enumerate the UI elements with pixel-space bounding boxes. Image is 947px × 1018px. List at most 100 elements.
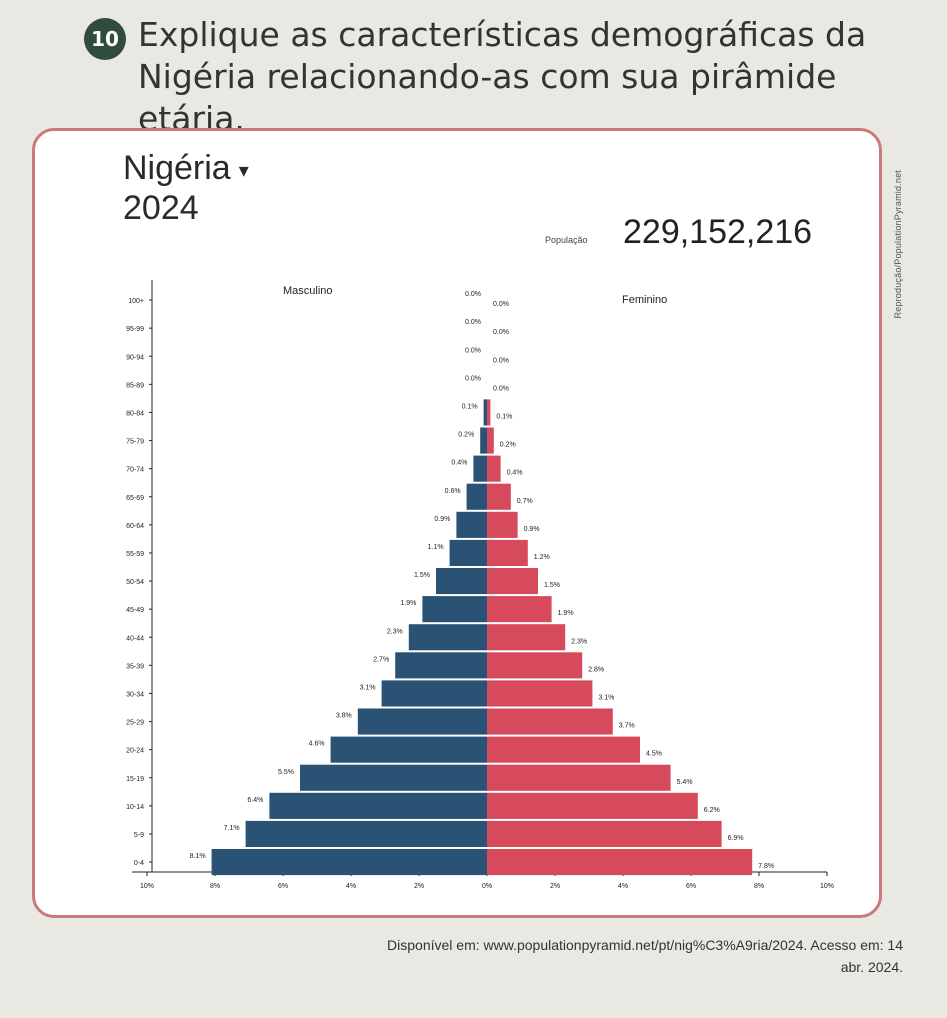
x-tick-label: 4% xyxy=(346,883,356,890)
female-bar xyxy=(487,624,566,651)
age-group-label: 30-34 xyxy=(126,691,144,698)
male-bar xyxy=(473,455,487,482)
female-value-label: 6.2% xyxy=(704,807,720,814)
female-bar xyxy=(487,596,552,623)
age-group-label: 50-54 xyxy=(126,579,144,586)
male-bar xyxy=(381,680,487,707)
female-value-label: 1.9% xyxy=(558,610,574,617)
x-tick-label: 0% xyxy=(482,883,492,890)
caret-down-icon[interactable]: ▾ xyxy=(238,159,249,182)
male-value-label: 7.1% xyxy=(224,825,240,832)
female-bar xyxy=(487,708,613,735)
male-value-label: 1.5% xyxy=(414,572,430,579)
female-value-label: 0.7% xyxy=(517,498,533,505)
male-bar xyxy=(408,624,487,651)
x-tick-label: 8% xyxy=(210,883,220,890)
female-bar xyxy=(487,399,491,426)
male-value-label: 2.3% xyxy=(387,628,403,635)
population-value: 229,152,216 xyxy=(623,213,813,251)
male-bar xyxy=(330,736,487,763)
age-group-label: 90-94 xyxy=(126,354,144,361)
male-value-label: 0.4% xyxy=(451,460,467,467)
female-value-label: 0.0% xyxy=(493,329,509,336)
female-bar xyxy=(487,652,583,679)
x-tick-label: 6% xyxy=(686,883,696,890)
male-bar xyxy=(466,483,487,510)
male-value-label: 3.1% xyxy=(360,684,376,691)
male-value-label: 2.7% xyxy=(373,656,389,663)
age-group-label: 75-79 xyxy=(126,439,144,446)
female-value-label: 2.8% xyxy=(588,666,604,673)
female-bar xyxy=(487,680,593,707)
male-value-label: 1.1% xyxy=(428,544,444,551)
male-bar xyxy=(480,427,487,454)
female-bar xyxy=(487,792,698,819)
x-tick-label: 6% xyxy=(278,883,288,890)
male-value-label: 0.0% xyxy=(465,347,481,354)
female-bar xyxy=(487,483,511,510)
x-tick-label: 2% xyxy=(550,883,560,890)
male-value-label: 0.2% xyxy=(458,432,474,439)
female-value-label: 3.1% xyxy=(598,694,614,701)
age-group-label: 15-19 xyxy=(126,776,144,783)
age-group-label: 60-64 xyxy=(126,523,144,530)
x-tick-label: 4% xyxy=(618,883,628,890)
male-bar xyxy=(300,764,487,791)
female-value-label: 0.2% xyxy=(500,442,516,449)
male-value-label: 0.0% xyxy=(465,375,481,382)
female-value-label: 0.0% xyxy=(493,301,509,308)
female-bar xyxy=(487,427,494,454)
female-bar xyxy=(487,764,671,791)
female-bar xyxy=(487,849,753,876)
female-value-label: 4.5% xyxy=(646,751,662,758)
female-value-label: 0.0% xyxy=(493,385,509,392)
country-selector[interactable]: Nigéria ▾ xyxy=(123,149,249,188)
age-group-label: 25-29 xyxy=(126,720,144,727)
age-group-label: 65-69 xyxy=(126,495,144,502)
male-value-label: 6.4% xyxy=(247,797,263,804)
female-value-label: 2.3% xyxy=(571,638,587,645)
female-bar xyxy=(487,820,722,847)
age-group-label: 5-9 xyxy=(134,832,144,839)
age-group-label: 10-14 xyxy=(126,804,144,811)
male-value-label: 4.6% xyxy=(309,741,325,748)
female-bar xyxy=(487,736,640,763)
female-value-label: 1.5% xyxy=(544,582,560,589)
female-value-label: 3.7% xyxy=(619,723,635,730)
male-value-label: 8.1% xyxy=(190,853,206,860)
female-value-label: 0.9% xyxy=(524,526,540,533)
age-group-label: 70-74 xyxy=(126,467,144,474)
male-value-label: 0.1% xyxy=(462,403,478,410)
age-group-label: 45-49 xyxy=(126,607,144,614)
female-value-label: 0.4% xyxy=(507,470,523,477)
male-bar xyxy=(269,792,487,819)
male-bar xyxy=(449,539,487,566)
male-bar xyxy=(422,596,487,623)
male-value-label: 0.9% xyxy=(434,516,450,523)
female-bar xyxy=(487,568,538,595)
male-bar xyxy=(436,568,487,595)
x-tick-label: 2% xyxy=(414,883,424,890)
female-value-label: 0.1% xyxy=(496,413,512,420)
male-value-label: 0.0% xyxy=(465,291,481,298)
question-number-badge: 10 xyxy=(84,18,126,60)
x-tick-label: 10% xyxy=(820,883,834,890)
age-group-label: 95-99 xyxy=(126,326,144,333)
female-bar xyxy=(487,455,501,482)
male-bar xyxy=(483,399,487,426)
male-value-label: 0.0% xyxy=(465,319,481,326)
age-group-label: 0-4 xyxy=(134,860,144,867)
female-value-label: 1.2% xyxy=(534,554,550,561)
female-bar xyxy=(487,511,518,538)
year-label: 2024 xyxy=(123,189,199,227)
female-value-label: 6.9% xyxy=(728,835,744,842)
source-credit: Disponível em: www.populationpyramid.net… xyxy=(387,937,903,975)
age-group-label: 100+ xyxy=(128,298,144,305)
male-bar xyxy=(395,652,487,679)
female-value-label: 5.4% xyxy=(677,779,693,786)
female-series-label: Feminino xyxy=(622,294,667,306)
male-series-label: Masculino xyxy=(283,285,333,297)
age-group-label: 80-84 xyxy=(126,410,144,417)
x-tick-label: 10% xyxy=(140,883,154,890)
